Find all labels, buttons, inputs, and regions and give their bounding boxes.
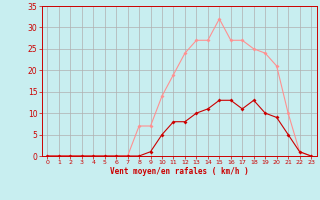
X-axis label: Vent moyen/en rafales ( km/h ): Vent moyen/en rafales ( km/h ) [110,167,249,176]
